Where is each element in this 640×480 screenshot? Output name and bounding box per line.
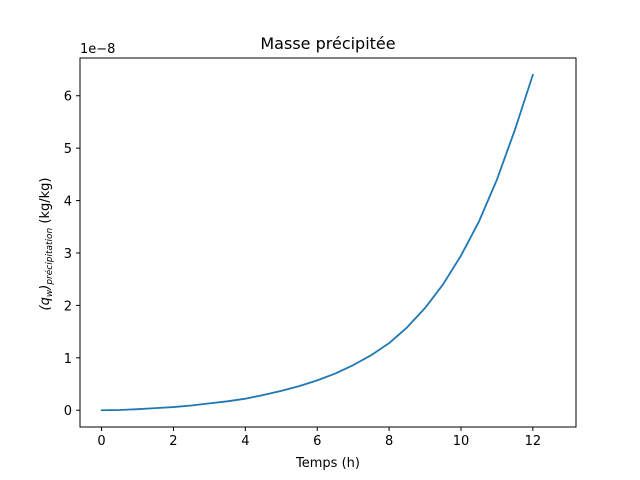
- x-tick-label: 8: [385, 434, 393, 449]
- y-label-main: (q: [38, 297, 53, 310]
- series-line: [100, 73, 534, 412]
- y-offset-text: 1e−8: [80, 42, 115, 57]
- y-label-sub-precip: précipitation: [44, 227, 55, 285]
- y-tick-label: 2: [64, 299, 72, 314]
- chart-title: Masse précipitée: [260, 34, 395, 53]
- axes-frame: [79, 57, 577, 428]
- y-axis-label: (qw)précipitation (kg/kg): [38, 178, 55, 311]
- y-label-unit: (kg/kg): [38, 178, 53, 228]
- x-tick-label: 6: [313, 434, 321, 449]
- y-tick-label: 1: [64, 352, 72, 367]
- y-tick-label: 0: [64, 404, 72, 419]
- x-tick-label: 10: [453, 434, 470, 449]
- y-tick-label: 6: [64, 90, 72, 105]
- y-tick-label: 4: [64, 195, 72, 210]
- plot-area: [100, 73, 534, 412]
- y-tick-label: 3: [64, 247, 72, 262]
- x-tick-label: 0: [97, 434, 105, 449]
- y-tick-label: 5: [64, 142, 72, 157]
- x-axis-label: Temps (h): [295, 456, 360, 471]
- x-tick-label: 12: [525, 434, 542, 449]
- x-tick-label: 4: [241, 434, 249, 449]
- y-label-close: ): [38, 285, 53, 291]
- x-axis-ticks: 0 2 4 6 8 10 12: [97, 427, 541, 449]
- y-axis-ticks: 0 1 2 3 4 5 6: [64, 90, 80, 419]
- y-label-sub-w: w: [45, 289, 55, 297]
- x-tick-label: 2: [169, 434, 177, 449]
